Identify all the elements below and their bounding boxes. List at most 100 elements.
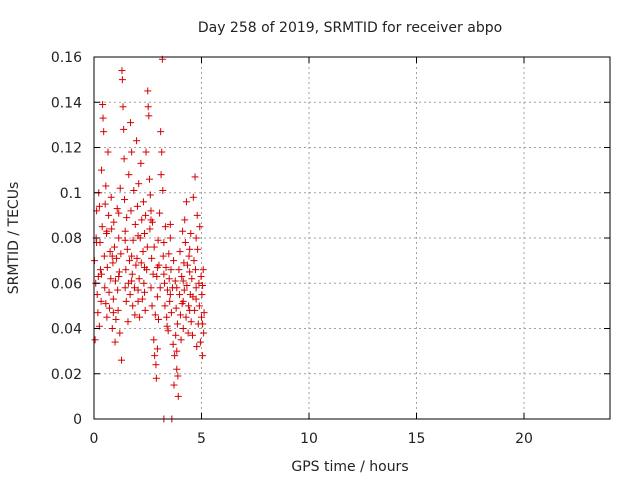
y-tick-label: 0.06 [51,276,82,292]
data-point [179,297,187,305]
data-point [197,272,205,280]
data-point [166,297,174,305]
data-point [179,227,187,235]
data-point [114,286,122,294]
data-point [196,223,204,231]
data-point [148,302,156,310]
data-point [188,275,196,283]
data-point [134,286,142,294]
data-point [141,263,149,271]
data-point [161,223,169,231]
data-point [158,148,166,156]
data-point [156,209,164,217]
data-point [178,272,186,280]
data-point [156,284,164,292]
data-point [134,297,142,305]
data-point [182,313,190,321]
data-point [185,302,193,310]
data-point [153,272,161,280]
data-point [100,128,108,136]
data-point [191,173,199,181]
data-point [122,266,130,274]
data-point [179,325,187,332]
data-point [184,261,192,269]
data-point [137,259,145,267]
data-point [129,236,137,244]
data-point [93,291,101,299]
data-point [171,277,179,285]
data-point [122,297,130,305]
x-tick-label: 5 [197,431,206,447]
data-point [125,171,133,179]
data-point [121,236,129,244]
data-point [151,311,159,319]
data-point [131,311,139,319]
data-points [90,55,208,423]
data-point [108,325,116,332]
y-tick-label: 0.14 [51,95,82,111]
data-point [166,220,174,228]
y-tick-label: 0.16 [51,50,82,66]
y-tick-label: 0.08 [51,231,82,247]
data-point [102,182,110,190]
data-point [167,266,175,274]
data-point [121,284,129,292]
data-point [194,245,202,253]
data-point [109,259,117,267]
y-tick-label: 0.04 [51,322,82,338]
data-point [179,277,187,285]
data-point [165,250,173,258]
data-point [143,243,151,251]
y-tick-label: 0.02 [51,367,82,383]
data-point [109,295,117,303]
chart-title: Day 258 of 2019, SRMTID for receiver abp… [198,20,502,36]
data-point [161,279,169,287]
data-point [173,320,181,328]
data-point [121,227,129,235]
data-point [176,248,184,256]
data-point [133,137,141,145]
data-point [173,347,181,355]
data-point [173,284,181,292]
data-point [118,76,126,84]
data-point [181,239,189,247]
data-point [200,309,208,317]
data-point [130,284,138,292]
data-point [111,338,119,346]
data-point [105,304,113,312]
data-point [195,279,203,287]
data-point [183,282,191,290]
data-point [98,270,106,278]
data-point [99,114,107,122]
data-point [189,193,197,201]
data-point [138,216,146,224]
data-point [141,229,149,237]
data-point [152,374,160,382]
data-point [153,263,161,271]
data-point [144,87,152,95]
data-point [141,306,149,314]
data-point [193,211,201,219]
data-point [146,191,154,199]
data-point [187,229,195,237]
data-point [123,245,131,253]
x-axis-label: GPS time / hours [291,459,408,475]
data-point [147,284,155,292]
data-point [157,128,165,136]
data-point [120,155,128,163]
data-point [147,207,155,215]
data-point [110,218,118,226]
data-point [101,200,109,208]
data-point [102,300,110,308]
data-point [127,119,135,127]
data-point [181,216,189,224]
data-point [135,275,143,283]
data-point [152,361,160,369]
y-axis-label: SRMTID / TECUs [6,182,22,295]
data-point [176,291,184,299]
data-point [98,223,106,231]
data-point [135,180,143,188]
data-point [103,263,111,271]
data-point [196,338,204,346]
data-point [103,227,111,235]
